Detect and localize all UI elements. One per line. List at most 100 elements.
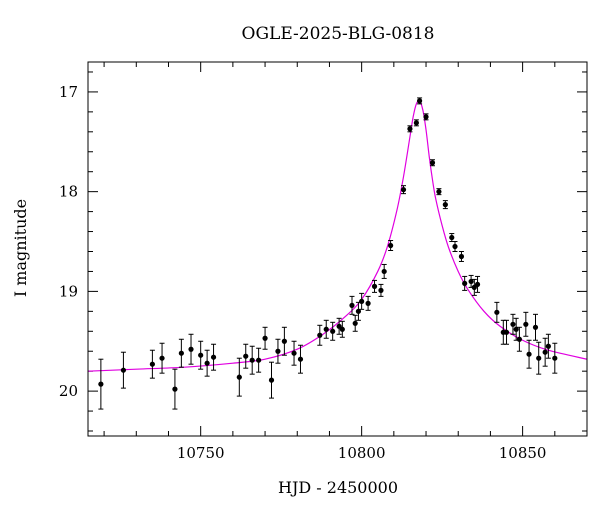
data-point [210, 343, 217, 371]
data-point [532, 313, 539, 341]
data-marker [462, 280, 468, 287]
data-marker [256, 357, 262, 363]
data-point [297, 344, 304, 374]
data-point [462, 275, 468, 291]
data-point [523, 311, 529, 337]
data-point [510, 313, 516, 335]
data-marker [352, 320, 358, 326]
x-tick-label: 10800 [338, 444, 386, 462]
data-point [204, 349, 210, 377]
data-point [352, 314, 358, 332]
data-point [268, 361, 275, 399]
data-marker [120, 367, 127, 373]
data-point [407, 125, 413, 133]
data-marker [275, 348, 281, 354]
data-marker [249, 357, 255, 363]
data-marker [378, 287, 384, 293]
data-marker [494, 309, 500, 315]
data-marker [330, 328, 336, 334]
data-marker [204, 360, 210, 366]
data-marker [339, 326, 345, 332]
data-point [349, 295, 355, 315]
y-tick-label: 17 [59, 83, 78, 101]
data-marker [323, 326, 329, 332]
data-points-group [98, 97, 558, 410]
data-marker [532, 324, 539, 330]
data-marker [423, 114, 429, 120]
data-marker [442, 202, 448, 208]
data-point [545, 333, 551, 359]
data-point [471, 278, 477, 296]
data-point [436, 188, 442, 196]
data-marker [365, 300, 371, 306]
data-point [542, 337, 548, 367]
data-point [371, 279, 378, 293]
data-marker [536, 355, 542, 361]
data-marker [210, 354, 217, 360]
data-point [552, 342, 558, 374]
data-marker [172, 386, 178, 392]
x-tick-label: 10750 [177, 444, 225, 462]
data-point [249, 345, 255, 375]
data-marker [503, 329, 510, 335]
data-point [98, 358, 104, 410]
data-marker [349, 302, 355, 308]
data-marker [449, 234, 455, 241]
data-marker [149, 361, 155, 367]
model-curve-group [87, 99, 588, 372]
data-point [378, 283, 384, 297]
data-point [452, 241, 458, 252]
data-marker [355, 308, 362, 314]
data-marker [474, 281, 481, 288]
data-point [172, 368, 178, 410]
data-point [336, 317, 342, 335]
data-point [281, 326, 287, 356]
data-marker [198, 352, 204, 358]
data-marker [317, 332, 323, 338]
y-tick-label: 20 [59, 382, 78, 400]
data-marker [291, 350, 297, 356]
y-axis-label: I magnitude [11, 199, 30, 297]
data-marker [297, 356, 304, 362]
data-marker [458, 253, 465, 260]
data-point [429, 159, 436, 167]
data-marker [98, 381, 104, 387]
data-marker [513, 326, 519, 332]
data-point [262, 326, 268, 350]
data-point [442, 200, 448, 210]
data-point [339, 320, 345, 338]
data-marker [281, 338, 287, 344]
data-point [513, 317, 519, 341]
data-point [355, 301, 362, 321]
data-point [416, 97, 423, 105]
data-point [159, 342, 165, 374]
data-marker [516, 336, 522, 342]
data-marker [236, 374, 242, 380]
data-marker [178, 350, 184, 356]
data-point [381, 263, 387, 279]
chart-title: OGLE-2025-BLG-0818 [242, 24, 435, 44]
data-marker [416, 98, 423, 104]
data-marker [262, 335, 268, 341]
data-marker [552, 355, 558, 361]
data-marker [400, 187, 407, 193]
data-marker [388, 242, 394, 249]
data-marker [436, 189, 442, 195]
x-axis-label: HJD - 2450000 [278, 478, 398, 497]
data-marker [452, 243, 458, 250]
data-point [198, 340, 204, 370]
y-tick-label: 18 [59, 183, 78, 201]
x-tick-label: 10850 [499, 444, 547, 462]
data-point [536, 341, 542, 375]
data-point [413, 119, 419, 127]
data-marker [407, 126, 413, 132]
data-point [243, 343, 249, 369]
data-marker [359, 298, 365, 304]
data-point [236, 357, 242, 397]
plot-frame [87, 61, 588, 437]
data-point [291, 340, 297, 366]
data-point [365, 295, 371, 311]
data-point [188, 333, 194, 365]
data-point [494, 301, 500, 323]
